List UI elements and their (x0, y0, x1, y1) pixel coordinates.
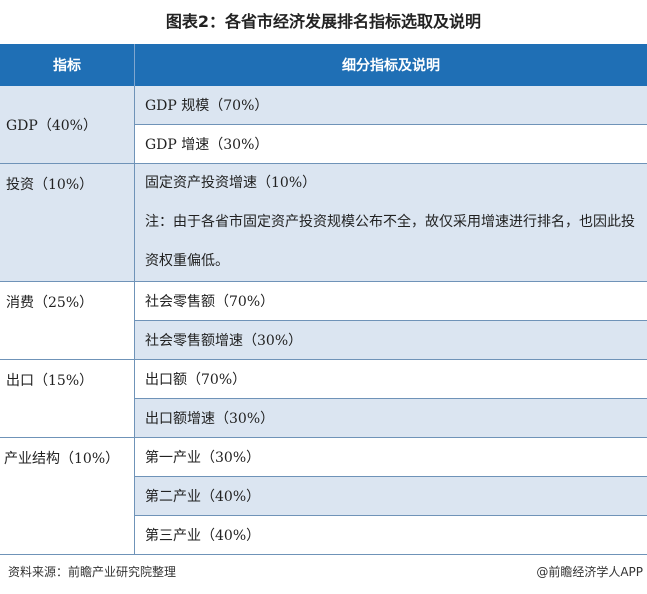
detail-item: 固定资产投资增速（10%） (145, 175, 317, 191)
table-row: 第二产业（40%） (0, 476, 647, 516)
detail-cell: GDP 规模（70%） (134, 86, 647, 125)
detail-cell: GDP 增速（30%） (134, 124, 647, 164)
detail-cell: 出口额（70%） (134, 359, 647, 399)
indicator-cell: 产业结构（10%） (0, 437, 135, 555)
source-note: 资料来源：前瞻产业研究院整理 (8, 565, 177, 579)
table-row: 第三产业（40%） (0, 515, 647, 555)
header-indicator: 指标 (0, 44, 135, 86)
table-row: 产业结构（10%） 第一产业（30%） (0, 437, 647, 555)
page-title: 图表2：各省市经济发展排名指标选取及说明 (165, 12, 482, 31)
table-row: GDP（40%） GDP 规模（70%） (0, 86, 647, 164)
header-detail: 细分指标及说明 (134, 44, 647, 86)
table-row: 出口额增速（30%） (0, 398, 647, 438)
table-row: 出口（15%） 出口额（70%） (0, 359, 647, 438)
indicator-cell: 出口（15%） (0, 359, 135, 438)
table-row: 消费（25%） 社会零售额（70%） (0, 281, 647, 360)
detail-cell: 第二产业（40%） (134, 476, 647, 516)
indicator-table: 指标 细分指标及说明 GDP（40%） GDP 规模（70%） GDP 增速（3… (0, 44, 647, 555)
detail-cell: 第一产业（30%） (134, 437, 647, 477)
table-row: GDP 增速（30%） (0, 124, 647, 164)
detail-cell: 社会零售额（70%） (134, 281, 647, 321)
credit: @前瞻经济学人APP (536, 565, 643, 579)
indicator-cell: GDP（40%） (0, 86, 135, 164)
detail-note: 注：由于各省市固定资产投资规模公布不全，故仅采用增速进行排名，也因此投资权重偏低… (145, 214, 635, 269)
table-header: 指标 细分指标及说明 (0, 44, 647, 86)
table-row: 社会零售额增速（30%） (0, 320, 647, 360)
indicator-cell: 消费（25%） (0, 281, 135, 360)
indicator-cell: 投资（10%） (0, 163, 135, 282)
detail-cell: 第三产业（40%） (134, 515, 647, 555)
detail-cell: 出口额增速（30%） (134, 398, 647, 438)
detail-cell: 固定资产投资增速（10%） 注：由于各省市固定资产投资规模公布不全，故仅采用增速… (134, 163, 647, 282)
table-row: 投资（10%） 固定资产投资增速（10%） 注：由于各省市固定资产投资规模公布不… (0, 163, 647, 282)
detail-cell: 社会零售额增速（30%） (134, 320, 647, 360)
